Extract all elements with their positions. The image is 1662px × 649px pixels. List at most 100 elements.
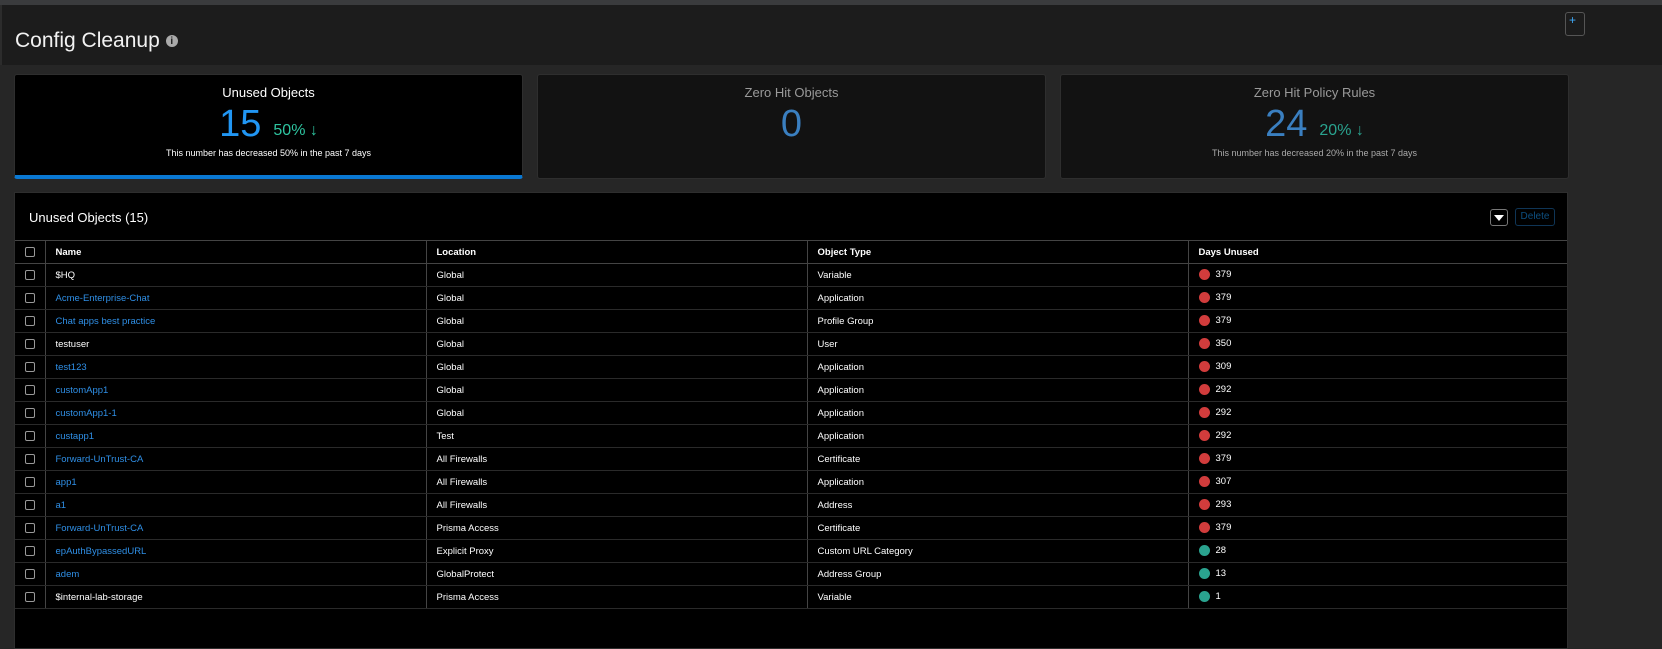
row-checkbox[interactable] [15, 401, 45, 425]
row-checkbox[interactable] [15, 263, 45, 287]
object-type: Certificate [806, 447, 1188, 471]
object-name[interactable]: customApp1-1 [44, 401, 426, 425]
table-row[interactable]: Forward-UnTrust-CA All Firewalls Certifi… [15, 447, 1567, 471]
object-type: Address Group [806, 562, 1188, 586]
object-type: User [806, 332, 1188, 356]
object-location: All Firewalls [425, 447, 807, 471]
object-name[interactable]: Chat apps best practice [44, 309, 426, 333]
column-header-days-unused[interactable]: Days Unused [1187, 240, 1567, 264]
object-name[interactable]: Forward-UnTrust-CA [44, 516, 426, 540]
row-checkbox[interactable] [15, 585, 45, 609]
column-header-name[interactable]: Name [44, 240, 426, 264]
days-value: 292 [1215, 384, 1232, 396]
card-zero-hit-objects[interactable]: Zero Hit Objects 0 [537, 74, 1046, 179]
status-dot-icon [1198, 545, 1210, 557]
object-name[interactable]: epAuthBypassedURL [44, 539, 426, 563]
page-title-text: Config Cleanup [15, 29, 160, 52]
column-header-location[interactable]: Location [425, 240, 807, 264]
object-type: Application [806, 355, 1188, 379]
days-value: 292 [1215, 430, 1232, 442]
status-dot-icon [1198, 269, 1210, 281]
object-name[interactable]: app1 [44, 470, 426, 494]
card-value: 15 [219, 103, 262, 145]
table-row[interactable]: Forward-UnTrust-CA Prisma Access Certifi… [15, 516, 1567, 540]
object-location: Explicit Proxy [425, 539, 807, 563]
delete-button[interactable]: Delete [1515, 208, 1555, 226]
object-name[interactable]: a1 [44, 493, 426, 517]
row-checkbox[interactable] [15, 286, 45, 310]
row-checkbox[interactable] [15, 493, 45, 517]
object-type: Application [806, 401, 1188, 425]
table-row[interactable]: test123 Global Application 309 [15, 355, 1567, 379]
days-unused: 1 [1187, 585, 1567, 609]
status-dot-icon [1198, 407, 1210, 419]
row-checkbox[interactable] [15, 309, 45, 333]
column-header-object-type[interactable]: Object Type [806, 240, 1188, 264]
row-checkbox[interactable] [15, 424, 45, 448]
row-checkbox[interactable] [15, 470, 45, 494]
days-unused: 309 [1187, 355, 1567, 379]
status-dot-icon [1198, 522, 1210, 534]
days-value: 379 [1215, 269, 1232, 281]
days-unused: 292 [1187, 378, 1567, 402]
object-name: $internal-lab-storage [44, 585, 426, 609]
status-dot-icon [1198, 315, 1210, 327]
filter-icon [1494, 214, 1504, 221]
table-row[interactable]: Chat apps best practice Global Profile G… [15, 309, 1567, 333]
table-row[interactable]: $internal-lab-storage Prisma Access Vari… [15, 585, 1567, 609]
object-name[interactable]: Forward-UnTrust-CA [44, 447, 426, 471]
days-value: 379 [1215, 292, 1232, 304]
table-row[interactable]: custapp1 Test Application 292 [15, 424, 1567, 448]
table-row[interactable]: adem GlobalProtect Address Group 13 [15, 562, 1567, 586]
days-unused: 379 [1187, 516, 1567, 540]
arrow-down-icon: ↓ [1355, 122, 1364, 139]
info-icon[interactable]: i [165, 35, 178, 47]
days-unused: 350 [1187, 332, 1567, 356]
status-dot-icon [1198, 292, 1210, 304]
card-change: 20% ↓ [1319, 122, 1364, 139]
object-location: Global [425, 378, 807, 402]
days-value: 379 [1215, 453, 1232, 465]
object-name[interactable]: adem [44, 562, 426, 586]
row-checkbox[interactable] [15, 332, 45, 356]
corner-action-button[interactable]: + [1565, 12, 1585, 36]
row-checkbox[interactable] [15, 516, 45, 540]
card-unused-objects[interactable]: Unused Objects 15 50% ↓ This number has d… [14, 74, 523, 179]
row-checkbox[interactable] [15, 539, 45, 563]
row-checkbox[interactable] [15, 562, 45, 586]
table-row[interactable]: epAuthBypassedURL Explicit Proxy Custom … [15, 539, 1567, 563]
row-checkbox[interactable] [15, 355, 45, 379]
object-type: Variable [806, 585, 1188, 609]
table-row[interactable]: Acme-Enterprise-Chat Global Application … [15, 286, 1567, 310]
object-name[interactable]: test123 [44, 355, 426, 379]
card-zero-hit-policy-rules[interactable]: Zero Hit Policy Rules 24 20% ↓ This numbe… [1060, 74, 1569, 179]
object-type: Custom URL Category [806, 539, 1188, 563]
object-name[interactable]: Acme-Enterprise-Chat [44, 286, 426, 310]
days-unused: 292 [1187, 424, 1567, 448]
table-row[interactable]: customApp1 Global Application 292 [15, 378, 1567, 402]
object-name[interactable]: customApp1 [44, 378, 426, 402]
table-header-row: Name Location Object Type Days Unused [15, 240, 1567, 264]
object-type: Application [806, 424, 1188, 448]
select-all-checkbox[interactable] [15, 240, 45, 264]
table-row[interactable]: app1 All Firewalls Application 307 [15, 470, 1567, 494]
filter-button[interactable] [1490, 209, 1508, 226]
object-location: Global [425, 355, 807, 379]
status-dot-icon [1198, 591, 1210, 603]
unused-objects-panel: Unused Objects (15) Delete Name Location… [14, 192, 1568, 649]
row-checkbox[interactable] [15, 378, 45, 402]
panel-title: Unused Objects (15) [29, 210, 149, 225]
object-type: Application [806, 470, 1188, 494]
table-row[interactable]: customApp1-1 Global Application 292 [15, 401, 1567, 425]
table-row[interactable]: testuser Global User 350 [15, 332, 1567, 356]
object-name[interactable]: custapp1 [44, 424, 426, 448]
card-value: 24 [1265, 103, 1308, 145]
page-title: Config Cleanup i [15, 29, 178, 53]
row-checkbox[interactable] [15, 447, 45, 471]
days-unused: 379 [1187, 447, 1567, 471]
status-dot-icon [1198, 430, 1210, 442]
object-location: Global [425, 401, 807, 425]
days-unused: 307 [1187, 470, 1567, 494]
table-row[interactable]: $HQ Global Variable 379 [15, 263, 1567, 287]
table-row[interactable]: a1 All Firewalls Address 293 [15, 493, 1567, 517]
